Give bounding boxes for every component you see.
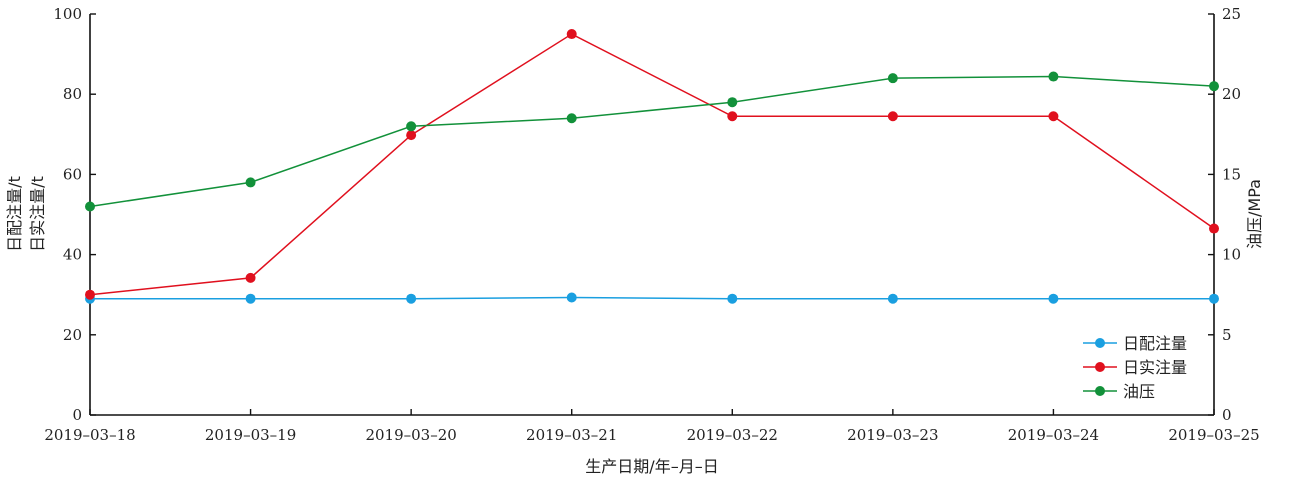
- right-y-tick-label: 25: [1222, 5, 1241, 23]
- series-line-2: [89, 75, 1215, 208]
- right-y-tick-label: 5: [1222, 326, 1232, 344]
- x-tick-label: 2019–03–25: [1168, 426, 1259, 444]
- series-1-point: [245, 272, 256, 283]
- x-tick-label: 2019–03–18: [44, 426, 135, 444]
- series-0-point: [1209, 293, 1219, 304]
- series-0-point: [727, 293, 738, 304]
- series-0-point: [406, 293, 417, 304]
- series-0-point: [1048, 293, 1059, 304]
- series-2-point: [1048, 71, 1059, 82]
- series-2-point: [85, 201, 95, 212]
- left-y-tick-label: 40: [63, 246, 82, 264]
- x-tick-label: 2019–03–23: [847, 426, 938, 444]
- legend-marker-0: [1095, 338, 1105, 348]
- series-0-point: [887, 293, 898, 304]
- series-1-point: [1048, 111, 1059, 122]
- x-axis-title: 生产日期/年–月–日: [585, 457, 718, 476]
- series-0-point: [245, 293, 256, 304]
- series-1-point: [727, 111, 738, 122]
- series-1-point: [1209, 223, 1219, 234]
- left-y-axis-title-planned: 日配注量/t: [5, 176, 24, 252]
- legend-label-2: 油压: [1123, 382, 1155, 401]
- left-y-tick-label: 60: [63, 165, 82, 183]
- series-1-point: [85, 289, 95, 300]
- x-tick-label: 2019–03–24: [1008, 426, 1099, 444]
- series-1-point: [406, 130, 417, 141]
- series-2-point: [887, 73, 898, 84]
- left-y-axis-title-actual: 日实注量/t: [28, 176, 47, 252]
- legend-label-0: 日配注量: [1123, 334, 1187, 353]
- legend-marker-1: [1095, 362, 1105, 372]
- series-line-1: [89, 33, 1215, 296]
- x-tick-label: 2019–03–22: [687, 426, 778, 444]
- right-y-tick-label: 15: [1222, 165, 1241, 183]
- series-1-point: [566, 29, 577, 40]
- right-y-axis-title: 油压/MPa: [1245, 179, 1264, 249]
- series-1-point: [887, 111, 898, 122]
- series-0-point: [566, 292, 577, 303]
- right-y-tick-label: 10: [1222, 246, 1241, 264]
- axes: 0 20 40 60 80 100 0 5 10 15 20 25 2019–03–18 2019–03–…: [44, 5, 1259, 444]
- series-2-point: [406, 121, 417, 132]
- legend-marker-2: [1095, 386, 1105, 396]
- left-y-tick-label: 0: [72, 406, 82, 424]
- left-y-tick-label: 80: [63, 85, 82, 103]
- x-tick-label: 2019–03–19: [205, 426, 296, 444]
- series-line-0: [90, 296, 1214, 300]
- series-2-point: [1209, 81, 1219, 92]
- left-y-tick-label: 100: [53, 5, 82, 23]
- left-y-tick-label: 20: [63, 326, 82, 344]
- right-y-tick-label: 20: [1222, 85, 1241, 103]
- series-2-point: [727, 97, 738, 108]
- series-layer: [85, 29, 1219, 304]
- legend-label-1: 日实注量: [1123, 358, 1187, 377]
- right-y-tick-label: 0: [1222, 406, 1232, 424]
- series-2-point: [566, 113, 577, 124]
- x-tick-label: 2019–03–21: [526, 426, 617, 444]
- series-2-point: [245, 177, 256, 188]
- x-tick-label: 2019–03–20: [365, 426, 456, 444]
